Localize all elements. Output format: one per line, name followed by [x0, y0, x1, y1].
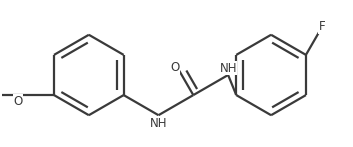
Text: O: O — [170, 61, 180, 74]
Text: NH: NH — [219, 62, 237, 75]
Text: NH: NH — [150, 117, 167, 130]
Text: F: F — [319, 20, 325, 33]
Text: O: O — [13, 95, 23, 108]
